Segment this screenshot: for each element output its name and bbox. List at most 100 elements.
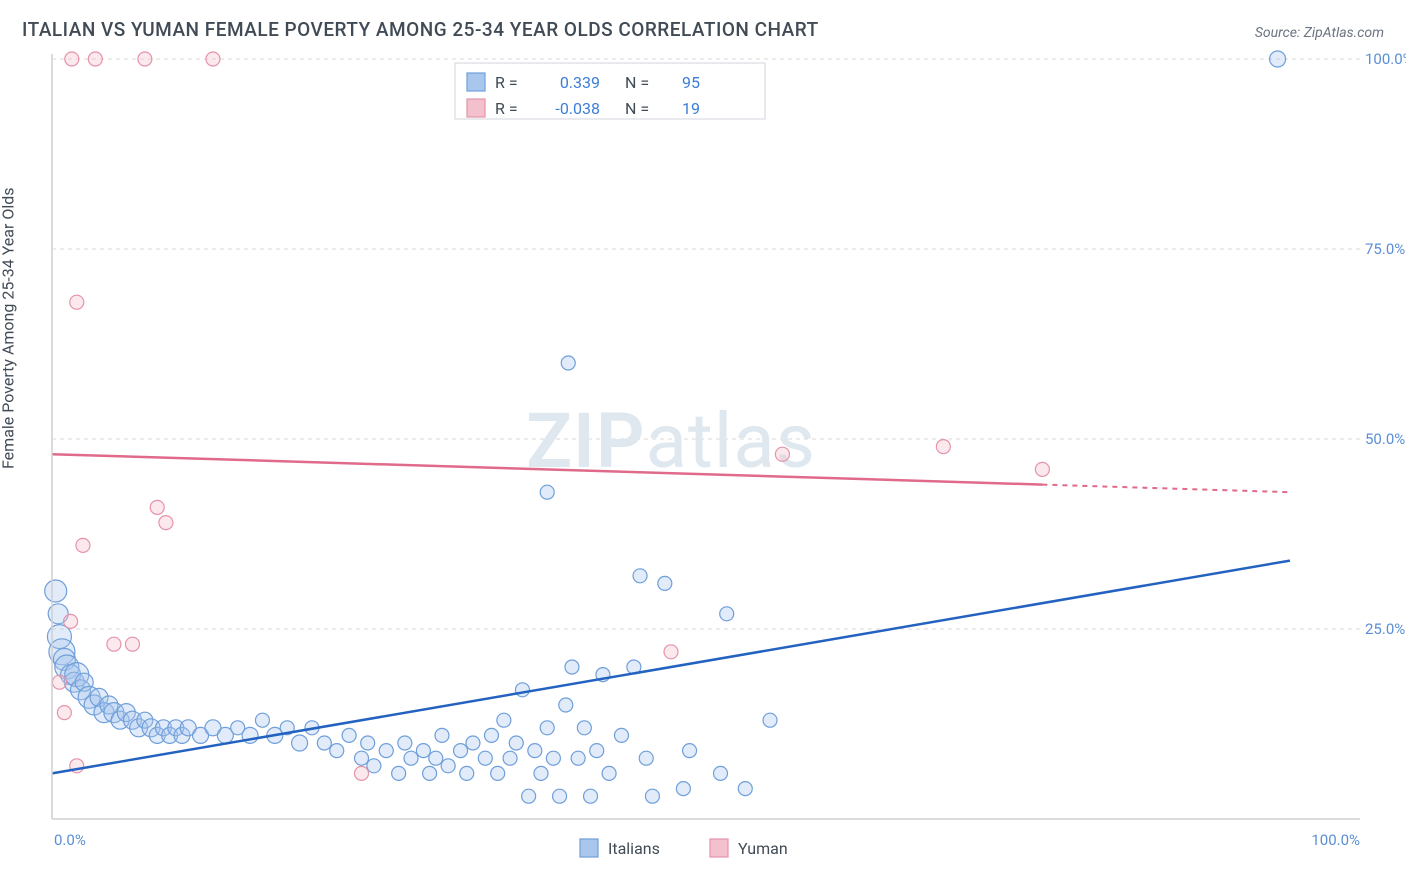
data-point [658, 576, 672, 590]
data-point [676, 782, 690, 796]
data-point [720, 607, 734, 621]
data-point [497, 713, 511, 727]
data-point [355, 751, 369, 765]
data-point [206, 52, 220, 66]
data-point [602, 766, 616, 780]
data-point [367, 759, 381, 773]
x-tick-label: 100.0% [1311, 831, 1360, 849]
data-point [664, 645, 678, 659]
data-point [45, 580, 67, 602]
data-point [398, 736, 412, 750]
data-point [392, 766, 406, 780]
y-tick-label: 100.0% [1365, 50, 1406, 68]
data-point [571, 751, 585, 765]
data-point [460, 766, 474, 780]
axis-legend-label: Italians [608, 839, 660, 858]
data-point [559, 698, 573, 712]
data-point [70, 295, 84, 309]
data-point [292, 735, 308, 751]
data-point [76, 538, 90, 552]
data-point [515, 683, 529, 697]
scatter-chart: ZIPatlas25.0%50.0%75.0%100.0%0.0%100.0%R… [0, 49, 1406, 889]
data-point [553, 789, 567, 803]
data-point [379, 744, 393, 758]
data-point [639, 751, 653, 765]
data-point [546, 751, 560, 765]
data-point [435, 728, 449, 742]
data-point [138, 52, 152, 66]
data-point [683, 744, 697, 758]
data-point [590, 744, 604, 758]
data-point [522, 789, 536, 803]
data-point [416, 744, 430, 758]
data-point [503, 751, 517, 765]
data-point [1270, 51, 1286, 67]
chart-area: Female Poverty Among 25-34 Year Olds ZIP… [0, 49, 1406, 889]
legend-n-label: N = [625, 73, 649, 92]
legend-r-label: R = [495, 99, 518, 118]
chart-title: ITALIAN VS YUMAN FEMALE POVERTY AMONG 25… [22, 18, 819, 41]
data-point [107, 637, 121, 651]
legend-r-value: 0.339 [560, 73, 600, 92]
data-point [466, 736, 480, 750]
data-point [738, 782, 752, 796]
data-point [763, 713, 777, 727]
data-point [1035, 462, 1049, 476]
data-point [404, 751, 418, 765]
chart-header: ITALIAN VS YUMAN FEMALE POVERTY AMONG 25… [0, 0, 1406, 49]
data-point [478, 751, 492, 765]
data-point [64, 614, 78, 628]
data-point [330, 744, 344, 758]
data-point [484, 728, 498, 742]
data-point [65, 52, 79, 66]
data-point [491, 766, 505, 780]
data-point [534, 766, 548, 780]
chart-source: Source: ZipAtlas.com [1255, 25, 1384, 41]
data-point [125, 637, 139, 651]
data-point [317, 736, 331, 750]
data-point [936, 440, 950, 454]
data-point [528, 744, 542, 758]
data-point [584, 789, 598, 803]
y-tick-label: 25.0% [1365, 620, 1405, 638]
legend-r-label: R = [495, 73, 518, 92]
x-tick-label: 0.0% [54, 831, 86, 849]
data-point [52, 675, 66, 689]
data-point [342, 728, 356, 742]
data-point [714, 766, 728, 780]
legend-swatch [467, 99, 485, 117]
axis-legend-swatch [710, 839, 728, 857]
axis-legend-swatch [580, 839, 598, 857]
data-point [775, 447, 789, 461]
y-tick-label: 75.0% [1365, 240, 1405, 258]
data-point [423, 766, 437, 780]
y-axis-label: Female Poverty Among 25-34 Year Olds [0, 187, 18, 469]
data-point [454, 744, 468, 758]
axis-legend-label: Yuman [738, 839, 788, 858]
data-point [561, 356, 575, 370]
data-point [509, 736, 523, 750]
data-point [614, 728, 628, 742]
data-point [645, 789, 659, 803]
legend-n-value: 95 [682, 73, 700, 92]
legend-swatch [467, 73, 485, 91]
y-tick-label: 50.0% [1365, 430, 1405, 448]
data-point [633, 569, 647, 583]
data-point [88, 52, 102, 66]
data-point [159, 516, 173, 530]
legend-n-value: 19 [682, 99, 700, 118]
legend-r-value: -0.038 [555, 99, 600, 118]
trend-line [52, 561, 1290, 774]
data-point [429, 751, 443, 765]
data-point [540, 485, 554, 499]
data-point [57, 706, 71, 720]
legend-n-label: N = [625, 99, 649, 118]
data-point [540, 721, 554, 735]
data-point [577, 721, 591, 735]
data-point [255, 713, 269, 727]
data-point [565, 660, 579, 674]
data-point [150, 500, 164, 514]
data-point [441, 759, 455, 773]
data-point [355, 766, 369, 780]
data-point [361, 736, 375, 750]
